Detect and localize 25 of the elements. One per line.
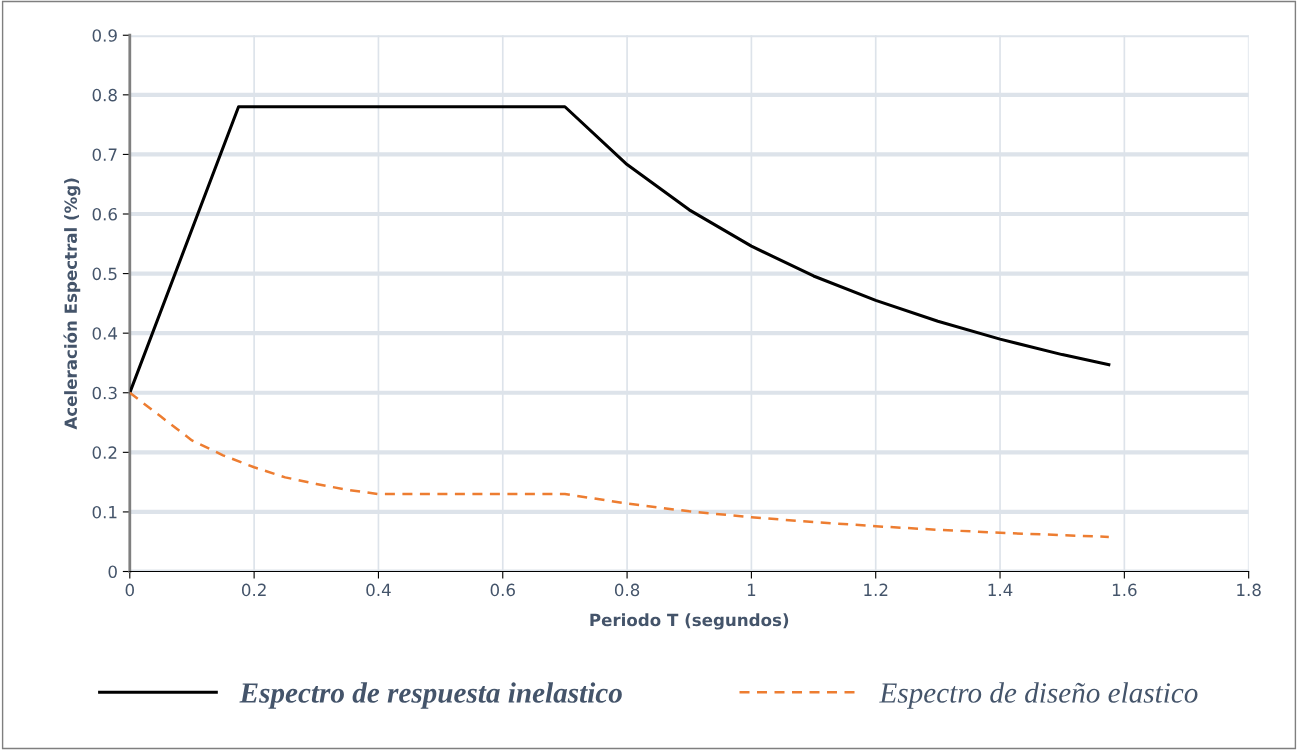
x-tick-label: 1.8 (1237, 583, 1261, 597)
x-tick-label: 0.8 (614, 583, 640, 597)
x-axis-title: Periodo T (segundos) (590, 613, 789, 630)
y-tick-label: 0.1 (92, 505, 117, 519)
y-tick-label: 0 (108, 565, 117, 579)
x-tick-label: 1.2 (864, 583, 888, 596)
legend-label: Espectro de diseño elastico (879, 682, 1198, 709)
x-tick-label: 1.6 (1112, 583, 1137, 597)
y-axis-title: Aceleración Espectral (%g) (63, 178, 81, 430)
x-tick-label: 1.4 (988, 583, 1013, 596)
y-tick-label: 0.6 (92, 207, 117, 221)
x-tick-label: 0 (125, 583, 134, 597)
x-tick-label: 1 (747, 583, 756, 596)
legend-label: Espectro de respuesta inelastico (239, 682, 622, 709)
x-tick-label: 0.6 (490, 583, 515, 597)
y-tick-label: 0.5 (92, 267, 117, 281)
y-tick-label: 0.9 (92, 29, 117, 42)
line-series (129, 391, 1111, 539)
y-tick-label: 0.8 (92, 88, 117, 102)
x-tick-label: 0.2 (241, 583, 266, 597)
y-tick-label: 0.7 (92, 148, 117, 161)
y-tick-label: 0.3 (92, 386, 117, 400)
y-tick-label: 0.4 (92, 327, 118, 340)
x-tick-label: 0.4 (366, 583, 391, 597)
y-tick-label: 0.2 (92, 446, 117, 459)
